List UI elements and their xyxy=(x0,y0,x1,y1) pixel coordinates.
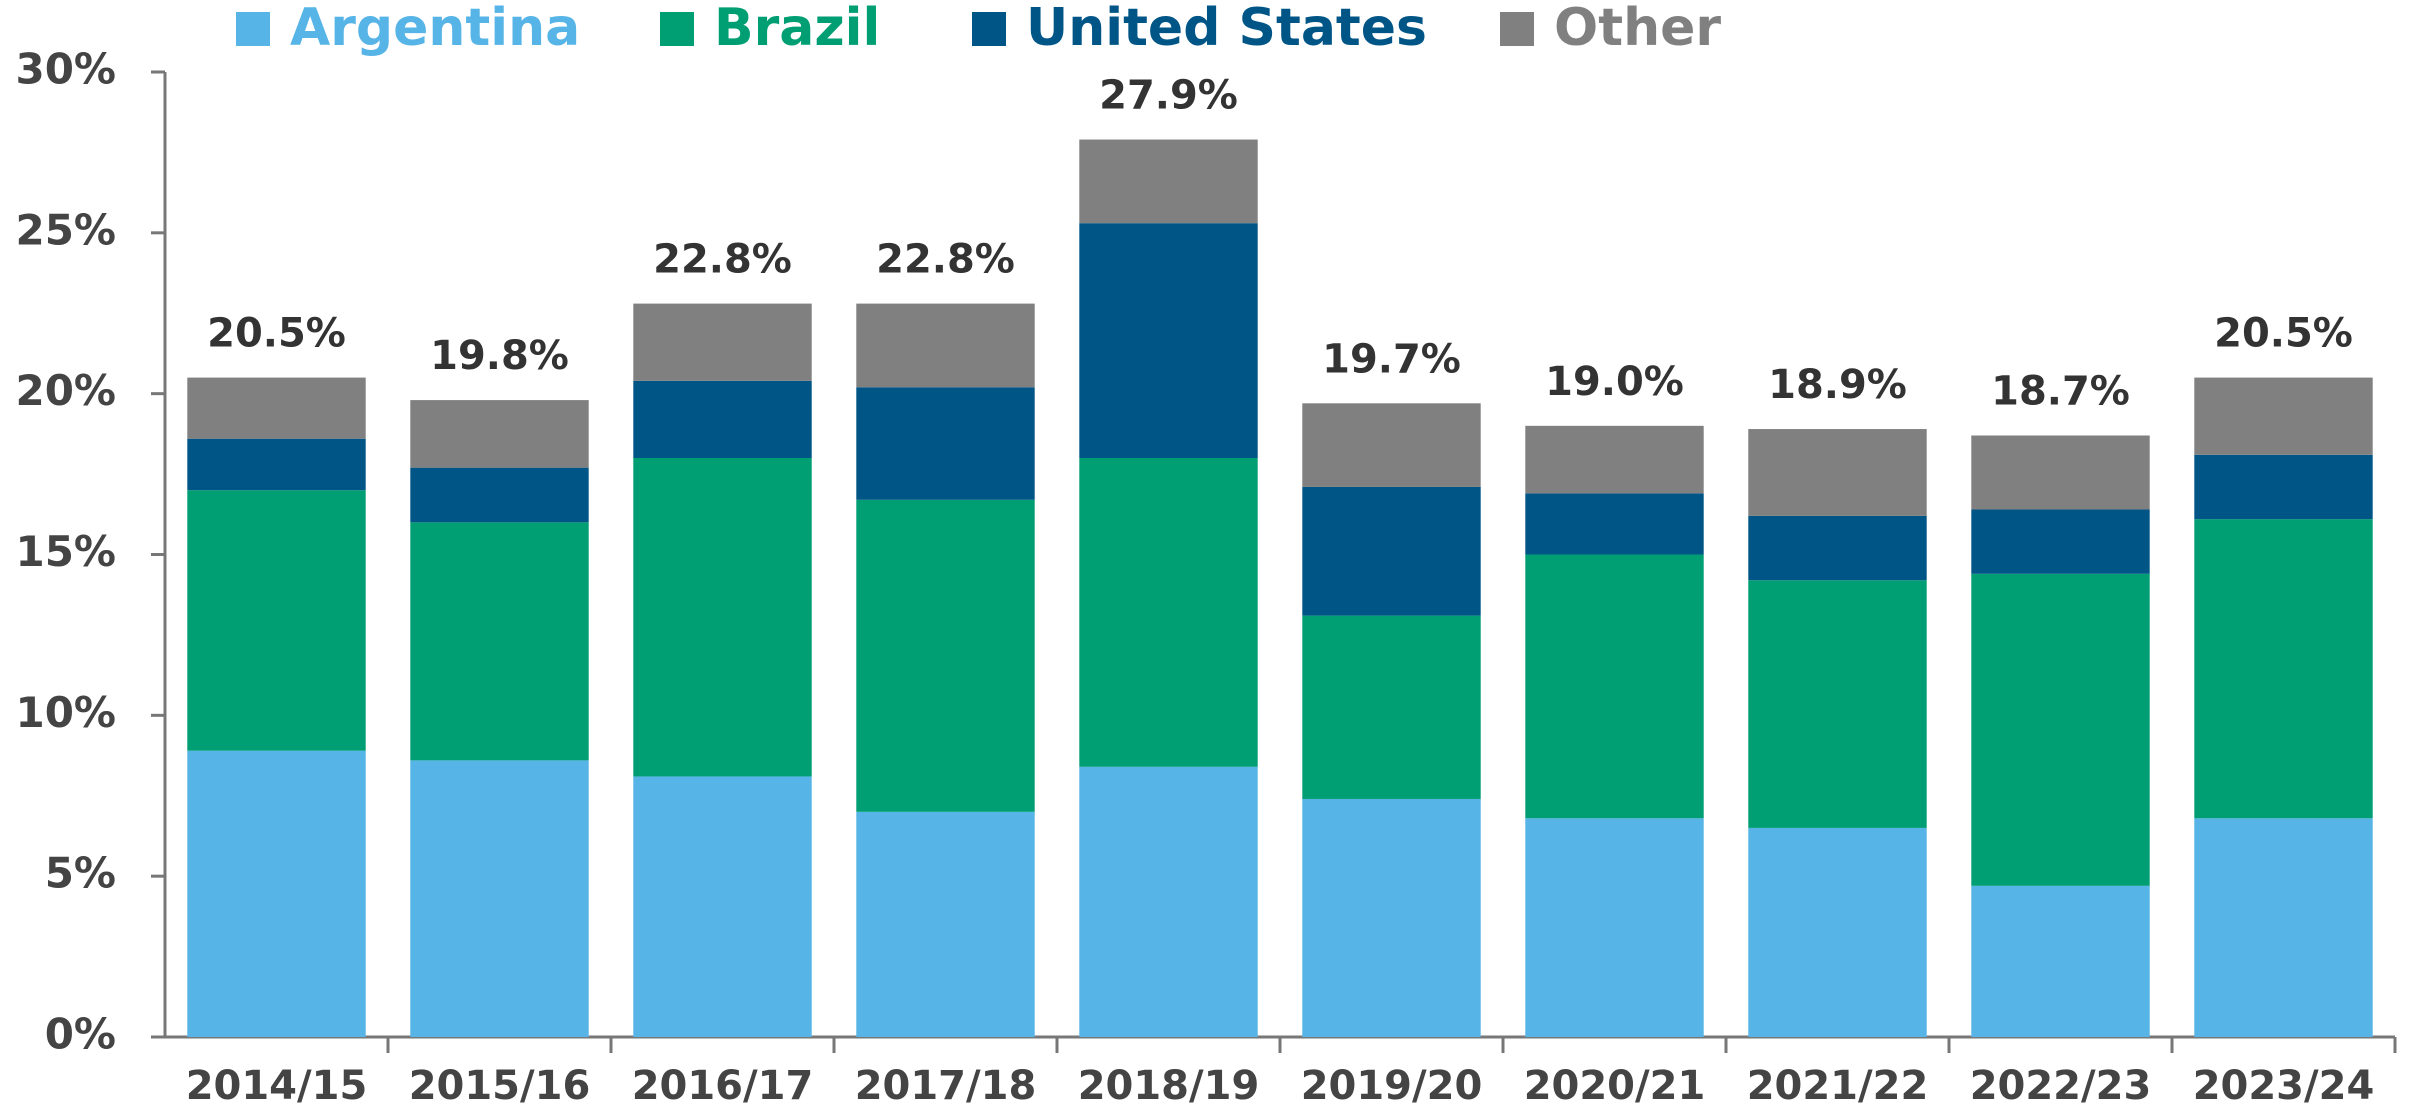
bar-segment xyxy=(1079,766,1258,1037)
bar-segment xyxy=(1302,798,1481,1037)
x-tick-label: 2016/17 xyxy=(632,1063,814,1109)
legend-label: Other xyxy=(1554,0,1721,58)
bar-segment xyxy=(2194,519,2373,819)
x-tick-label: 2021/22 xyxy=(1747,1063,1929,1109)
bar-segment xyxy=(1079,458,1258,767)
legend-label: Brazil xyxy=(714,0,880,58)
bar-segment xyxy=(410,522,589,761)
bar-segment xyxy=(410,467,589,523)
total-label: 19.8% xyxy=(430,333,569,379)
y-tick-label: 0% xyxy=(45,1010,116,1059)
bar-segment xyxy=(410,760,589,1037)
bar-segment xyxy=(856,303,1035,388)
x-tick-label: 2023/24 xyxy=(2193,1063,2375,1109)
bar-segment xyxy=(410,400,589,468)
bar-segment xyxy=(1525,493,1704,555)
bar-segment xyxy=(187,490,366,751)
bar-segment xyxy=(633,303,812,381)
x-tick-label: 2022/23 xyxy=(1970,1063,2152,1109)
y-tick-label: 20% xyxy=(15,366,116,415)
bar-segment xyxy=(2194,377,2373,455)
legend-label: Argentina xyxy=(290,0,580,58)
bar-segment xyxy=(1302,403,1481,487)
bar-segment xyxy=(187,750,366,1037)
y-tick-label: 25% xyxy=(15,205,116,254)
bar-segment xyxy=(1971,573,2150,886)
total-label: 19.0% xyxy=(1545,359,1684,405)
total-label: 22.8% xyxy=(876,237,1015,283)
legend-swatch xyxy=(972,12,1006,46)
bar-segment xyxy=(856,499,1035,812)
bar-segment xyxy=(1079,139,1258,224)
total-label: 18.7% xyxy=(1991,368,2130,414)
bar-segment xyxy=(187,377,366,439)
x-tick-label: 2014/15 xyxy=(186,1063,368,1109)
x-tick-label: 2018/19 xyxy=(1078,1063,1260,1109)
x-tick-label: 2019/20 xyxy=(1301,1063,1483,1109)
bar-segment xyxy=(1971,509,2150,574)
legend-swatch xyxy=(660,12,694,46)
x-tick-label: 2020/21 xyxy=(1524,1063,1706,1109)
bar-segment xyxy=(1748,429,1927,516)
bar-segment xyxy=(633,776,812,1037)
total-label: 22.8% xyxy=(653,237,792,283)
bar-segment xyxy=(1748,515,1927,581)
x-tick-label: 2015/16 xyxy=(409,1063,591,1109)
bar-segment xyxy=(633,458,812,777)
bar-segment xyxy=(1302,615,1481,799)
legend-swatch xyxy=(1500,12,1534,46)
bar-segment xyxy=(1748,580,1927,828)
total-label: 19.7% xyxy=(1322,336,1461,382)
y-tick-label: 5% xyxy=(45,849,116,898)
total-label: 18.9% xyxy=(1768,362,1907,408)
bar-segment xyxy=(1971,885,2150,1037)
total-label: 20.5% xyxy=(207,311,346,357)
bar-segment xyxy=(856,387,1035,500)
bar-segment xyxy=(1525,425,1704,494)
legend-label: United States xyxy=(1026,0,1427,58)
bar-segment xyxy=(856,811,1035,1037)
bar-segment xyxy=(1525,818,1704,1037)
y-tick-label: 30% xyxy=(15,45,116,94)
y-tick-label: 15% xyxy=(15,527,116,576)
bar-segment xyxy=(1079,223,1258,458)
legend-swatch xyxy=(236,12,270,46)
bar-segment xyxy=(1748,827,1927,1037)
y-tick-label: 10% xyxy=(15,688,116,737)
bar-segment xyxy=(1525,554,1704,819)
bar-segment xyxy=(633,380,812,458)
bar-segment xyxy=(1971,435,2150,510)
bar-segment xyxy=(1302,486,1481,616)
total-label: 20.5% xyxy=(2214,311,2353,357)
bar-segment xyxy=(187,438,366,491)
total-label: 27.9% xyxy=(1099,73,1238,119)
bar-segment xyxy=(2194,454,2373,520)
x-tick-label: 2017/18 xyxy=(855,1063,1037,1109)
bar-segment xyxy=(2194,818,2373,1037)
